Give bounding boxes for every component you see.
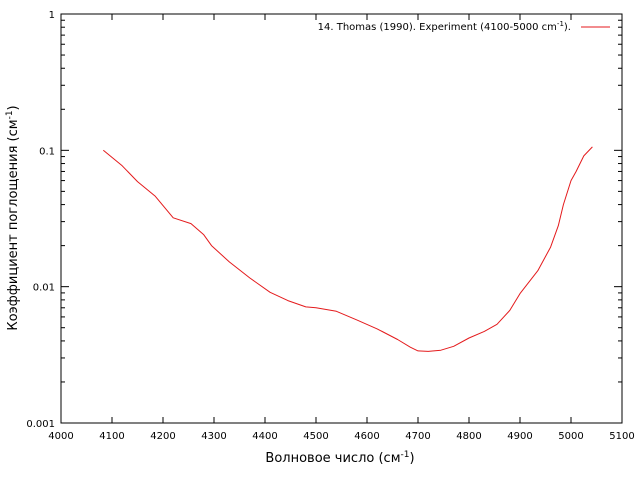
x-tick-label: 4600: [354, 431, 379, 442]
x-tick-label: 5100: [609, 431, 634, 442]
x-tick-label: 4900: [507, 431, 532, 442]
x-tick-label: 4500: [303, 431, 328, 442]
y-tick-label: 1: [49, 10, 55, 21]
y-tick-label: 0.01: [33, 283, 55, 294]
x-tick-label: 4300: [201, 431, 226, 442]
x-tick-label: 4700: [405, 431, 430, 442]
x-tick-label: 4000: [48, 431, 73, 442]
x-tick-label: 4200: [150, 431, 175, 442]
series-layer: [102, 146, 593, 352]
x-tick-label: 4800: [456, 431, 481, 442]
x-tick-label: 4400: [252, 431, 277, 442]
series-line: [102, 146, 593, 352]
y-tick-label: 0.001: [26, 419, 55, 430]
x-tick-label: 4100: [99, 431, 124, 442]
legend: 14. Thomas (1990). Experiment (4100-5000…: [318, 20, 610, 33]
x-axis-label: Волновое число (см-1): [265, 450, 414, 466]
axis-ticks: 4000 4100 4200 4300 4400 4500 4600 4700 4800 4900…: [26, 10, 634, 442]
y-axis-label: Коэффициент поглощения (см-1): [5, 105, 21, 330]
legend-label: 14. Thomas (1990). Experiment (4100-5000…: [318, 20, 571, 33]
plot-frame: [60, 13, 623, 424]
x-tick-label: 5000: [558, 431, 583, 442]
y-tick-label: 0.1: [39, 146, 55, 157]
